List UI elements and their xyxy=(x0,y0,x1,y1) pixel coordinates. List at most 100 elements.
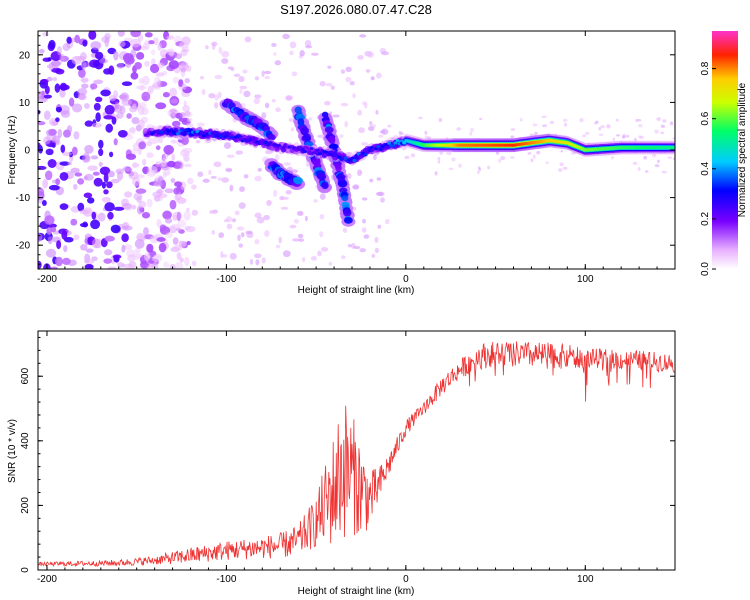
noise-cell xyxy=(253,253,262,259)
noise-cell xyxy=(190,184,197,190)
spectrogram-ytick-label: -10 xyxy=(16,193,31,204)
noise-cell xyxy=(104,202,115,212)
noise-cell xyxy=(116,63,125,69)
noise-cell xyxy=(80,77,89,83)
noise-cell xyxy=(112,254,122,259)
noise-cell xyxy=(616,134,620,137)
noise-cell xyxy=(87,165,98,171)
noise-cell xyxy=(541,115,547,119)
noise-cell xyxy=(324,100,331,106)
noise-cell xyxy=(141,91,151,102)
noise-cell xyxy=(594,122,597,125)
noise-cell xyxy=(615,118,619,122)
colorbar-gradient xyxy=(712,31,738,269)
branch-cell xyxy=(317,172,327,181)
noise-cell xyxy=(214,74,223,80)
snr-frame xyxy=(37,330,676,571)
noise-cell xyxy=(132,162,140,168)
noise-cell xyxy=(146,243,154,253)
spectrogram-xtick-label: 100 xyxy=(577,274,594,285)
noise-cell xyxy=(73,183,78,190)
ridge-cell xyxy=(387,141,391,145)
noise-cell xyxy=(311,52,319,56)
noise-cell xyxy=(61,229,68,240)
noise-cell xyxy=(156,189,164,194)
ridge-cell xyxy=(378,147,383,152)
noise-cell xyxy=(134,238,145,249)
noise-cell xyxy=(376,72,382,79)
noise-cell xyxy=(328,261,333,266)
noise-cell xyxy=(169,109,177,113)
noise-cell xyxy=(509,156,515,159)
noise-cell xyxy=(47,57,52,62)
noise-cell xyxy=(50,266,58,269)
ridge-cell xyxy=(318,152,323,156)
noise-cell xyxy=(370,76,375,81)
noise-cell xyxy=(264,230,270,238)
noise-cell xyxy=(438,118,443,123)
noise-cell xyxy=(107,266,117,269)
branch-cell xyxy=(324,126,334,134)
noise-cell xyxy=(156,237,166,242)
noise-cell xyxy=(48,39,56,50)
noise-cell xyxy=(74,172,83,177)
noise-cell xyxy=(117,31,125,37)
noise-cell xyxy=(292,238,301,242)
noise-cell xyxy=(182,104,190,113)
noise-cell xyxy=(103,189,109,195)
ridge-cell xyxy=(303,150,307,154)
ridge-cell xyxy=(363,153,368,157)
noise-cell xyxy=(162,261,170,268)
noise-cell xyxy=(181,61,189,68)
noise-cell xyxy=(38,144,43,154)
noise-cell xyxy=(113,138,118,146)
noise-cell xyxy=(170,178,176,183)
noise-cell xyxy=(105,123,113,133)
noise-cell xyxy=(67,161,73,166)
noise-cell xyxy=(179,112,186,118)
noise-cell xyxy=(93,79,104,84)
noise-cell xyxy=(122,167,133,172)
noise-cell xyxy=(327,65,332,69)
noise-cell xyxy=(191,209,198,216)
noise-cell xyxy=(612,137,616,142)
noise-cell xyxy=(45,248,57,258)
noise-cell xyxy=(562,166,568,170)
noise-cell xyxy=(227,66,234,70)
noise-cell xyxy=(124,55,135,65)
noise-cell xyxy=(104,32,111,40)
noise-cell xyxy=(106,181,113,189)
noise-cell xyxy=(369,120,373,126)
noise-cell xyxy=(142,158,147,166)
noise-cell xyxy=(446,151,452,156)
noise-cell xyxy=(313,199,318,203)
noise-cell xyxy=(48,184,60,191)
noise-cell xyxy=(88,31,97,40)
noise-cell xyxy=(558,168,563,173)
noise-cell xyxy=(54,83,61,93)
noise-cell xyxy=(141,211,151,219)
noise-cell xyxy=(282,250,291,258)
noise-cell xyxy=(310,256,317,261)
noise-cell xyxy=(239,89,243,94)
noise-cell xyxy=(134,61,142,70)
noise-cell xyxy=(238,76,245,83)
noise-cell xyxy=(110,224,121,234)
noise-cell xyxy=(340,69,346,74)
noise-cell xyxy=(319,231,324,238)
noise-cell xyxy=(77,178,85,185)
noise-cell xyxy=(183,100,187,107)
noise-cell xyxy=(155,102,167,110)
noise-cell xyxy=(285,190,292,195)
noise-cell xyxy=(80,60,87,70)
snr-xtick-label: 100 xyxy=(577,574,594,585)
noise-cell xyxy=(254,94,262,99)
noise-cell xyxy=(579,117,584,123)
noise-cell xyxy=(376,177,382,181)
noise-cell xyxy=(359,248,367,253)
noise-cell xyxy=(229,252,237,260)
noise-cell xyxy=(181,136,189,146)
noise-cell xyxy=(90,83,98,90)
noise-cell xyxy=(130,38,141,48)
noise-cell xyxy=(130,72,139,80)
